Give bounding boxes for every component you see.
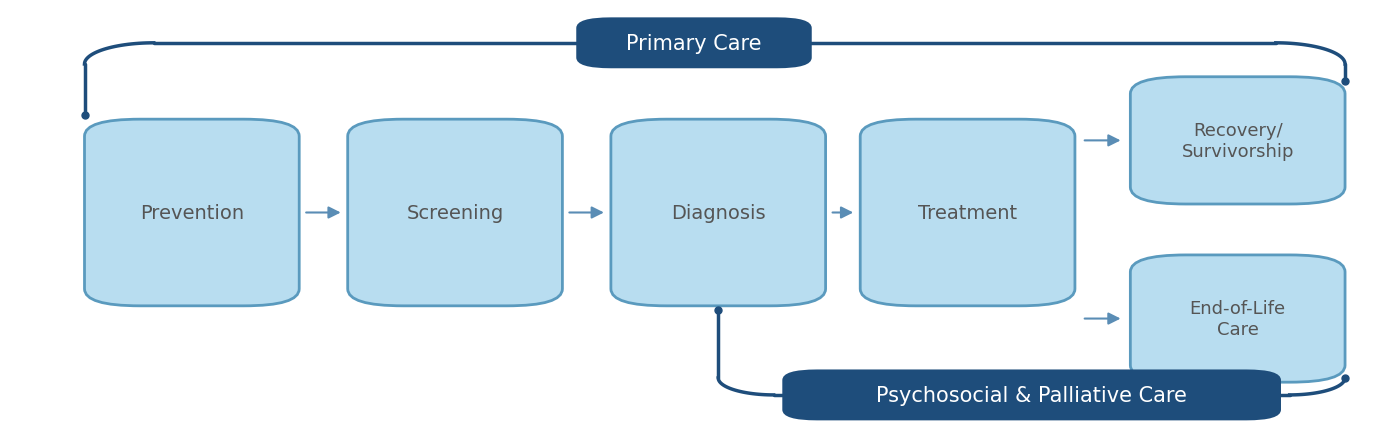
Text: Prevention: Prevention: [140, 204, 244, 222]
Text: Screening: Screening: [407, 204, 504, 222]
FancyBboxPatch shape: [783, 370, 1281, 420]
FancyBboxPatch shape: [85, 120, 300, 306]
FancyBboxPatch shape: [861, 120, 1074, 306]
Text: Primary Care: Primary Care: [626, 34, 762, 54]
Text: Diagnosis: Diagnosis: [670, 204, 766, 222]
Text: End-of-Life
Care: End-of-Life Care: [1190, 299, 1285, 338]
FancyBboxPatch shape: [348, 120, 562, 306]
FancyBboxPatch shape: [611, 120, 826, 306]
Text: Psychosocial & Palliative Care: Psychosocial & Palliative Care: [876, 385, 1187, 405]
FancyBboxPatch shape: [1130, 255, 1345, 382]
Text: Recovery/
Survivorship: Recovery/ Survivorship: [1181, 122, 1294, 161]
Text: Treatment: Treatment: [917, 204, 1017, 222]
FancyBboxPatch shape: [576, 18, 812, 69]
FancyBboxPatch shape: [1130, 78, 1345, 204]
